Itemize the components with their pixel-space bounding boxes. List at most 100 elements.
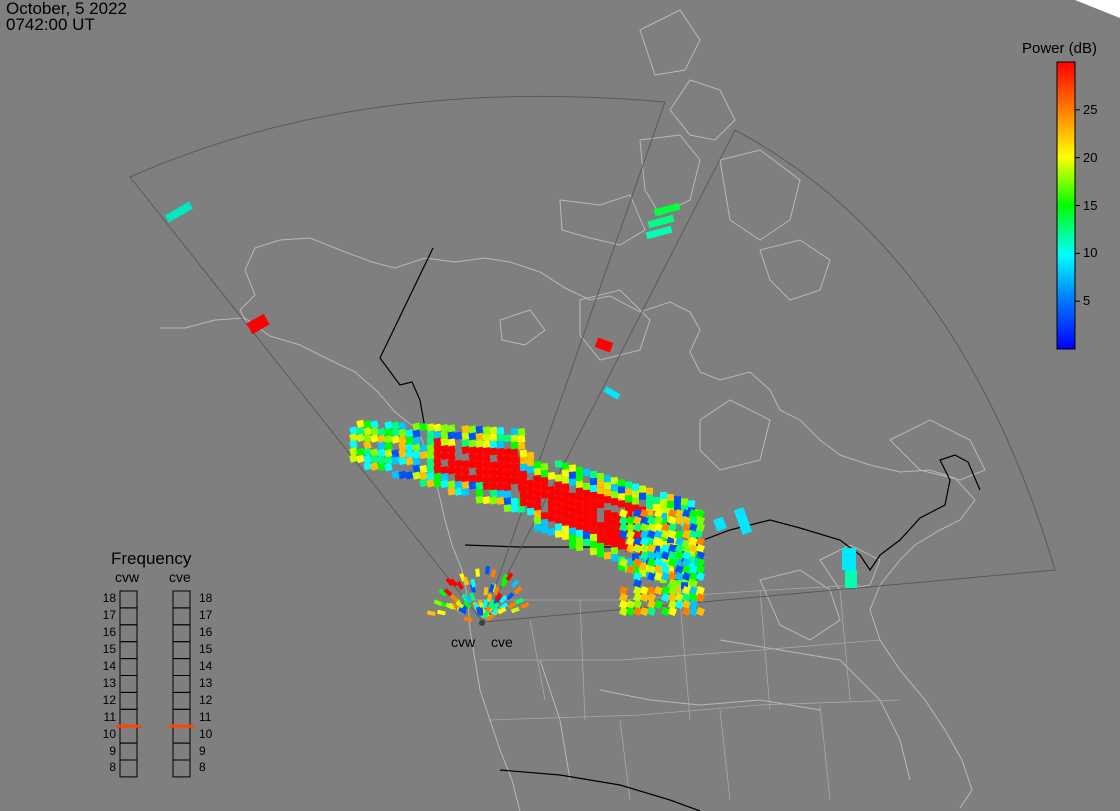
echo-cell (689, 523, 698, 532)
echo-cell (682, 530, 691, 539)
echo-cell (454, 459, 463, 468)
echo-cell (464, 594, 472, 604)
echo-cell (575, 529, 584, 538)
echo-cell (619, 509, 628, 518)
echo-cell (647, 214, 675, 229)
date-label: October, 5 2022 (6, 0, 127, 18)
echo-cell (626, 600, 635, 609)
echo-cell (582, 531, 591, 540)
echo-cell (447, 487, 456, 496)
echo-cell (596, 542, 605, 551)
echo-cell (682, 586, 691, 595)
echo-cell (370, 462, 379, 471)
echo-cell (589, 491, 598, 500)
freq-box-cve (172, 708, 191, 727)
echo-cell (510, 448, 519, 457)
echo-cell (561, 497, 570, 505)
echo-cell (470, 584, 476, 594)
freq-marker-cve (169, 724, 194, 728)
echo-cell (482, 433, 491, 442)
echo-cell (673, 496, 682, 504)
echo-cell (540, 469, 549, 478)
echo-cell (554, 502, 563, 510)
echo-cell (391, 421, 400, 430)
freq-box-cvw (119, 725, 138, 744)
echo-cell (461, 446, 470, 455)
echo-cell (426, 465, 435, 474)
echo-cell (647, 544, 656, 553)
echo-cell (654, 572, 663, 581)
echo-cell (349, 426, 358, 435)
echo-cell (617, 493, 626, 501)
freq-box-cve (172, 624, 191, 643)
echo-cell (568, 520, 577, 528)
freq-level-label: 18 (199, 591, 213, 606)
corner-white (1075, 0, 1120, 18)
echo-cell (519, 484, 528, 493)
echo-cell (356, 447, 365, 457)
radar-label-cvw: cvw (451, 634, 476, 650)
echo-cell (487, 599, 496, 609)
echo-cell (526, 479, 535, 488)
echo-cell (589, 512, 598, 521)
echo-cell (450, 593, 459, 603)
echo-cell (575, 543, 584, 552)
echo-cell (661, 530, 670, 539)
echo-cell (489, 482, 498, 491)
echo-cell (405, 436, 414, 445)
echo-cell (673, 503, 682, 511)
echo-cell (682, 607, 691, 616)
echo-cell (675, 509, 684, 518)
echo-cell (488, 583, 495, 593)
freq-level-label: 10 (199, 726, 213, 741)
echo-cell (501, 573, 509, 583)
freq-level-label: 9 (109, 743, 116, 758)
freq-box-cve (172, 641, 191, 660)
echo-cell (475, 568, 480, 577)
echo-cell (496, 454, 505, 463)
echo-cell (489, 461, 498, 470)
echo-cell (617, 479, 626, 487)
echo-cell (533, 481, 542, 490)
echo-cell (633, 558, 642, 567)
echo-cell (398, 421, 407, 431)
echo-cell (568, 513, 577, 521)
echo-cell (461, 467, 470, 476)
echo-cell (554, 509, 563, 517)
echo-cell (603, 496, 612, 504)
echo-cell (447, 480, 456, 489)
echo-cell (412, 471, 421, 480)
echo-cell (661, 593, 670, 602)
echo-cell (489, 426, 498, 435)
echo-cell (568, 499, 577, 507)
echo-cell (654, 523, 663, 532)
echo-cell (647, 558, 656, 567)
echo-cell (626, 607, 635, 616)
echo-cell (455, 600, 465, 609)
echo-cell (645, 501, 654, 509)
echo-cell (624, 502, 633, 510)
echo-cell (654, 537, 663, 546)
echo-cell (426, 423, 435, 432)
echo-cell (589, 505, 598, 514)
echo-cell (426, 444, 435, 453)
echo-cell (682, 600, 691, 609)
time-label: 0742:00 UT (6, 15, 95, 34)
echo-cell (661, 523, 670, 532)
echo-cell (689, 537, 698, 546)
echo-cell (682, 551, 691, 560)
echo-cell (454, 431, 463, 440)
echo-cell (519, 491, 528, 500)
echo-cell (447, 459, 456, 468)
echo-cell (419, 422, 428, 432)
echo-cell (610, 512, 619, 520)
echo-cell (596, 521, 605, 530)
echo-cell (370, 434, 379, 443)
echo-cell (433, 458, 442, 467)
echo-cell (412, 457, 421, 466)
echo-cell (654, 509, 663, 518)
echo-cell (626, 530, 635, 539)
echo-cell (624, 481, 633, 489)
echo-cell (405, 471, 414, 480)
echo-cell (419, 443, 428, 453)
